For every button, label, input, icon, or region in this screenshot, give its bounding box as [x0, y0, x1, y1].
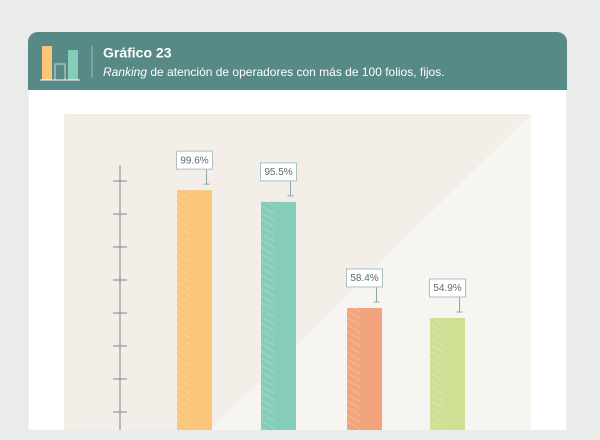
bar-hatch [347, 307, 360, 430]
value-label: 54.9% [433, 283, 461, 294]
label-box [176, 150, 213, 170]
value-label: 99.6% [180, 155, 208, 166]
card-header-base [28, 80, 567, 90]
chart-title: Gráfico 23 [103, 45, 172, 61]
bar-hatch [430, 317, 443, 430]
subtitle-italic: Ranking [103, 65, 147, 79]
label-box [429, 278, 466, 298]
marks: 99.6% 95.5% 58.4% 54.9% [176, 150, 466, 430]
y-axis [113, 165, 127, 430]
value-label: 95.5% [264, 167, 292, 178]
subtitle-rest: de atención de operadores con más de 100… [147, 65, 445, 79]
chart-subtitle: Ranking de atención de operadores con má… [103, 65, 445, 79]
bar-hatch [177, 190, 190, 430]
header-icon [40, 46, 80, 81]
card-header [28, 32, 567, 90]
card: Gráfico 23 Ranking de atención de operad… [28, 32, 567, 430]
label-box [260, 162, 297, 182]
label-box [346, 268, 383, 288]
value-label: 58.4% [350, 273, 378, 284]
bar-hatch [261, 201, 274, 430]
